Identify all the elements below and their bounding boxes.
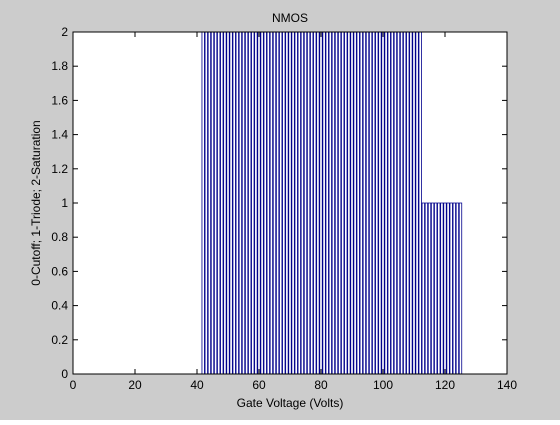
y-tick-label: 0 [61, 367, 68, 381]
x-tick-label: 100 [373, 378, 393, 392]
bar [440, 202, 444, 374]
bar [437, 202, 441, 374]
y-tick-label: 0.4 [51, 299, 68, 313]
x-ticks-group: 0 20 40 60 80 100 120 140 [70, 32, 517, 392]
y-tick-label: 0.8 [51, 230, 68, 244]
y-tick-label: 1.6 [51, 93, 68, 107]
bar [424, 202, 429, 374]
y-tick-label: 2 [61, 25, 68, 39]
y-tick-label: 1.2 [51, 162, 68, 176]
chart-title: NMOS [272, 11, 308, 25]
x-tick-label: 80 [314, 378, 328, 392]
bar [434, 202, 438, 374]
x-tick-label: 20 [128, 378, 142, 392]
y-axis-label: 0-Cutoff; 1-Triode; 2-Saturation [29, 120, 43, 285]
bar [443, 202, 447, 374]
bar [458, 202, 463, 374]
bar [430, 202, 435, 374]
x-tick-label: 120 [435, 378, 455, 392]
x-tick-label: 0 [70, 378, 77, 392]
bar [421, 202, 425, 374]
x-tick-label: 60 [252, 378, 266, 392]
y-tick-label: 0.2 [51, 333, 68, 347]
bar [452, 202, 456, 374]
bar [449, 202, 453, 374]
y-ticks-group: 0 0.2 0.4 0.6 0.8 1 1.2 1.4 1.6 1.8 2 [51, 25, 507, 381]
y-tick-label: 0.6 [51, 264, 68, 278]
bar [446, 202, 450, 374]
y-tick-label: 1 [61, 196, 68, 210]
bar [427, 202, 432, 374]
x-tick-label: 140 [497, 378, 517, 392]
bar [455, 202, 460, 374]
y-tick-label: 1.8 [51, 59, 68, 73]
x-axis-label: Gate Voltage (Volts) [237, 396, 344, 410]
y-tick-label: 1.4 [51, 128, 68, 142]
x-tick-label: 40 [190, 378, 204, 392]
